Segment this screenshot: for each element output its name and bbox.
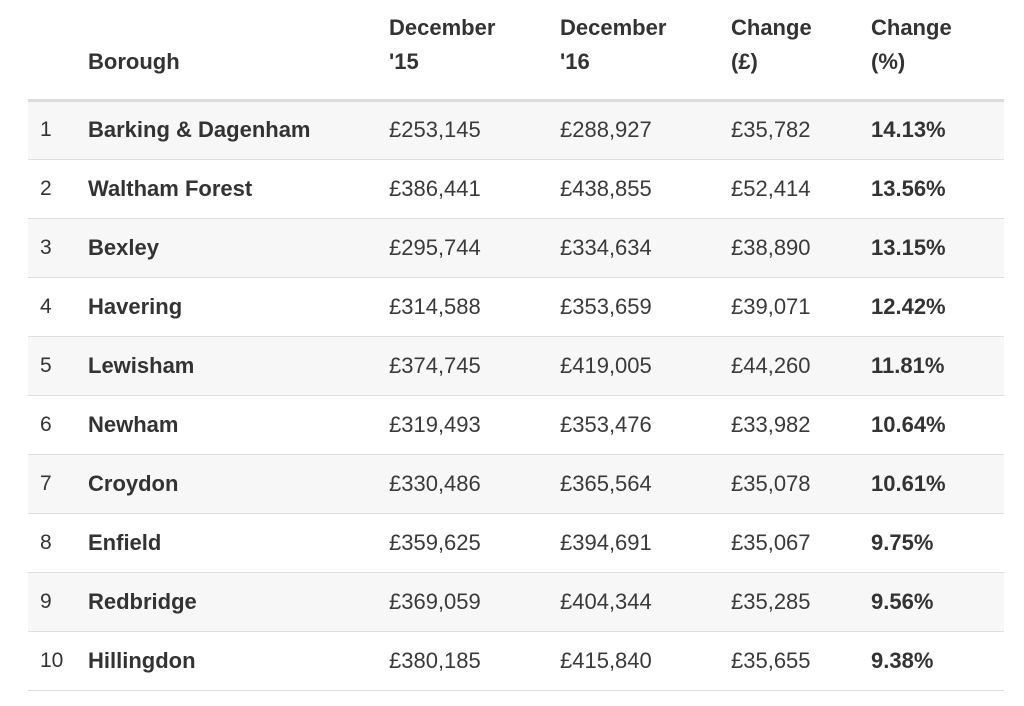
change-pounds-cell: £35,067 [731, 513, 871, 572]
change-pounds-cell: £38,890 [731, 218, 871, 277]
change-percent-cell: 11.81% [871, 336, 1004, 395]
rank-cell: 10 [28, 631, 88, 690]
house-price-table-container: Borough December '15 December '16 Change… [28, 0, 1004, 691]
borough-cell: Lewisham [88, 336, 389, 395]
table-row: 3 Bexley £295,744 £334,634 £38,890 13.15… [28, 218, 1004, 277]
dec15-price-cell: £359,625 [389, 513, 560, 572]
table-body: 1 Barking & Dagenham £253,145 £288,927 £… [28, 100, 1004, 690]
header-december-15-line-1: December [389, 11, 560, 45]
header-borough-label: Borough [88, 45, 389, 79]
dec15-price-cell: £314,588 [389, 277, 560, 336]
header-change-percent-line-2: (%) [871, 45, 1004, 79]
header-december-15[interactable]: December '15 [389, 0, 560, 100]
change-pounds-cell: £39,071 [731, 277, 871, 336]
change-percent-cell: 9.75% [871, 513, 1004, 572]
table-row: 7 Croydon £330,486 £365,564 £35,078 10.6… [28, 454, 1004, 513]
change-percent-cell: 10.61% [871, 454, 1004, 513]
borough-cell: Waltham Forest [88, 159, 389, 218]
change-percent-cell: 9.56% [871, 572, 1004, 631]
borough-cell: Croydon [88, 454, 389, 513]
header-december-16-line-2: '16 [560, 45, 731, 79]
header-rank[interactable] [28, 0, 88, 100]
header-december-16[interactable]: December '16 [560, 0, 731, 100]
change-pounds-cell: £44,260 [731, 336, 871, 395]
dec15-price-cell: £374,745 [389, 336, 560, 395]
dec15-price-cell: £319,493 [389, 395, 560, 454]
table-row: 10 Hillingdon £380,185 £415,840 £35,655 … [28, 631, 1004, 690]
table-row: 1 Barking & Dagenham £253,145 £288,927 £… [28, 100, 1004, 159]
borough-cell: Hillingdon [88, 631, 389, 690]
header-change-pounds-line-2: (£) [731, 45, 871, 79]
house-price-table: Borough December '15 December '16 Change… [28, 0, 1004, 691]
table-row: 2 Waltham Forest £386,441 £438,855 £52,4… [28, 159, 1004, 218]
dec16-price-cell: £365,564 [560, 454, 731, 513]
dec16-price-cell: £334,634 [560, 218, 731, 277]
header-change-pounds-line-1: Change [731, 11, 871, 45]
borough-cell: Bexley [88, 218, 389, 277]
change-percent-cell: 12.42% [871, 277, 1004, 336]
change-percent-cell: 14.13% [871, 100, 1004, 159]
change-pounds-cell: £35,078 [731, 454, 871, 513]
borough-cell: Redbridge [88, 572, 389, 631]
dec16-price-cell: £353,659 [560, 277, 731, 336]
rank-cell: 7 [28, 454, 88, 513]
rank-cell: 9 [28, 572, 88, 631]
table-row: 6 Newham £319,493 £353,476 £33,982 10.64… [28, 395, 1004, 454]
header-change-percent[interactable]: Change (%) [871, 0, 1004, 100]
change-percent-cell: 13.15% [871, 218, 1004, 277]
change-pounds-cell: £35,655 [731, 631, 871, 690]
header-borough[interactable]: Borough [88, 0, 389, 100]
dec16-price-cell: £288,927 [560, 100, 731, 159]
change-percent-cell: 10.64% [871, 395, 1004, 454]
borough-cell: Havering [88, 277, 389, 336]
dec16-price-cell: £394,691 [560, 513, 731, 572]
table-row: 4 Havering £314,588 £353,659 £39,071 12.… [28, 277, 1004, 336]
header-change-percent-line-1: Change [871, 11, 1004, 45]
header-december-15-line-2: '15 [389, 45, 560, 79]
dec16-price-cell: £419,005 [560, 336, 731, 395]
table-header: Borough December '15 December '16 Change… [28, 0, 1004, 100]
rank-cell: 5 [28, 336, 88, 395]
rank-cell: 8 [28, 513, 88, 572]
dec16-price-cell: £415,840 [560, 631, 731, 690]
rank-cell: 6 [28, 395, 88, 454]
borough-cell: Newham [88, 395, 389, 454]
dec16-price-cell: £404,344 [560, 572, 731, 631]
change-percent-cell: 9.38% [871, 631, 1004, 690]
change-pounds-cell: £52,414 [731, 159, 871, 218]
borough-cell: Barking & Dagenham [88, 100, 389, 159]
rank-cell: 3 [28, 218, 88, 277]
header-december-16-line-1: December [560, 11, 731, 45]
dec15-price-cell: £380,185 [389, 631, 560, 690]
rank-cell: 2 [28, 159, 88, 218]
dec16-price-cell: £353,476 [560, 395, 731, 454]
dec16-price-cell: £438,855 [560, 159, 731, 218]
dec15-price-cell: £295,744 [389, 218, 560, 277]
dec15-price-cell: £330,486 [389, 454, 560, 513]
header-change-pounds[interactable]: Change (£) [731, 0, 871, 100]
table-row: 8 Enfield £359,625 £394,691 £35,067 9.75… [28, 513, 1004, 572]
header-row: Borough December '15 December '16 Change… [28, 0, 1004, 100]
dec15-price-cell: £386,441 [389, 159, 560, 218]
rank-cell: 1 [28, 100, 88, 159]
table-row: 5 Lewisham £374,745 £419,005 £44,260 11.… [28, 336, 1004, 395]
change-pounds-cell: £33,982 [731, 395, 871, 454]
change-percent-cell: 13.56% [871, 159, 1004, 218]
table-row: 9 Redbridge £369,059 £404,344 £35,285 9.… [28, 572, 1004, 631]
change-pounds-cell: £35,285 [731, 572, 871, 631]
dec15-price-cell: £369,059 [389, 572, 560, 631]
change-pounds-cell: £35,782 [731, 100, 871, 159]
dec15-price-cell: £253,145 [389, 100, 560, 159]
rank-cell: 4 [28, 277, 88, 336]
borough-cell: Enfield [88, 513, 389, 572]
